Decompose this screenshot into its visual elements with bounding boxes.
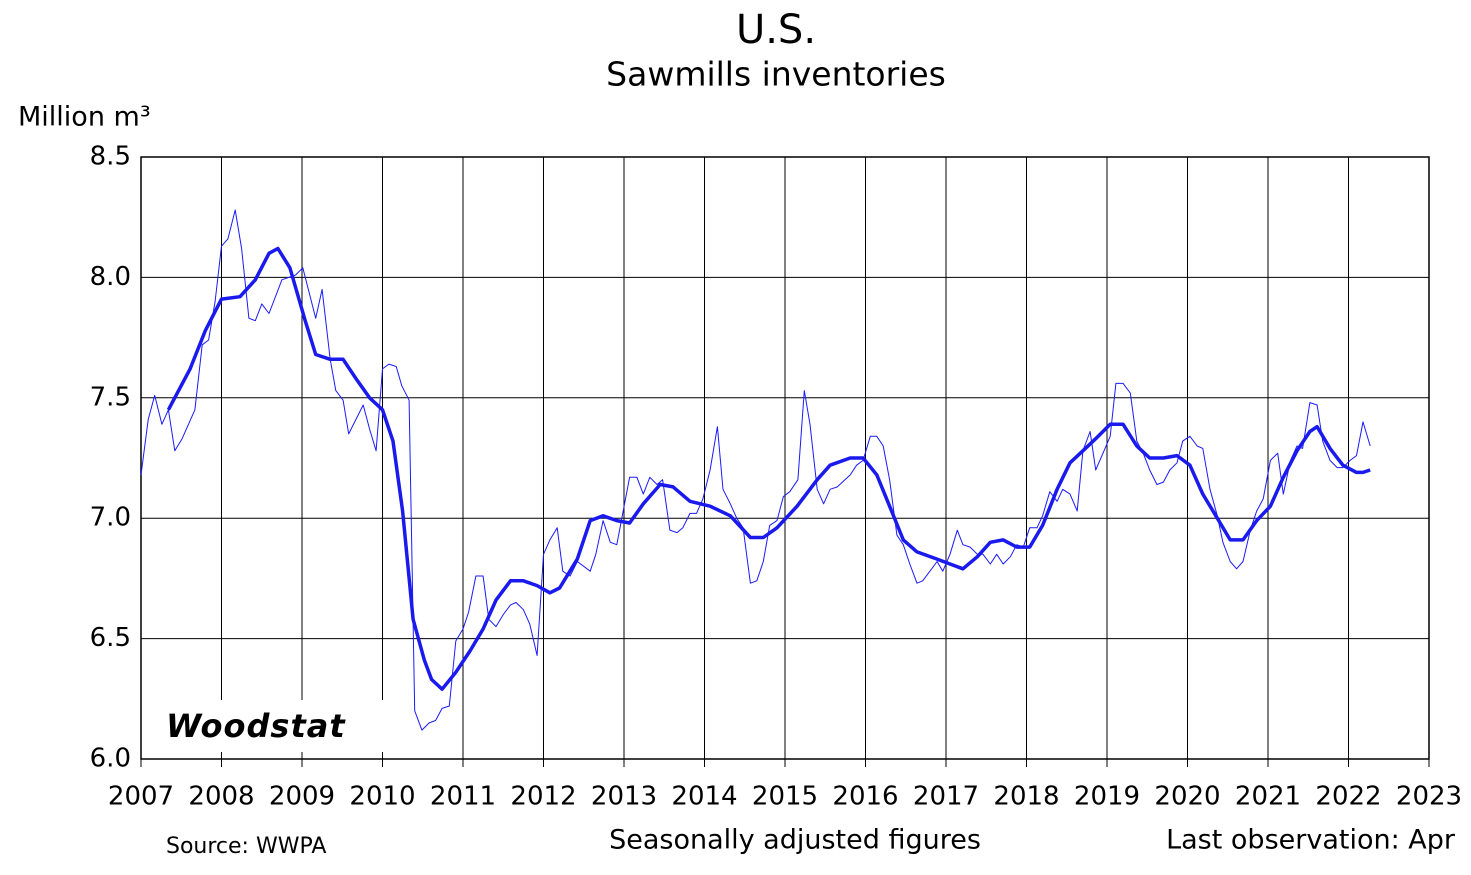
y-tick-label: 7.0 [90,503,131,533]
last-observation: Last observation: Apr [1166,825,1456,856]
x-tick-label: 2018 [993,782,1059,812]
x-tick-label: 2007 [108,782,174,812]
series-line [166,246,1371,691]
x-tick-label: 2023 [1396,782,1462,812]
y-tick-label: 6.0 [90,744,131,774]
x-tick-label: 2015 [752,782,818,812]
watermark-backing [150,700,385,752]
chart-subtitle: Sawmills inventories [606,55,946,94]
x-tick-label: 2017 [913,782,979,812]
x-tick-label: 2011 [430,782,496,812]
y-axis-label: Million m³ [18,102,151,133]
x-tick-label: 2022 [1315,782,1381,812]
x-tick-label: 2009 [269,782,335,812]
x-tick-label: 2013 [591,782,657,812]
y-tick-label: 8.0 [90,262,131,292]
x-tick-label: 2021 [1235,782,1301,812]
x-tick-label: 2014 [671,782,737,812]
x-tick-label: 2008 [188,782,254,812]
x-tick-label: 2016 [832,782,898,812]
x-tick-label: 2019 [1074,782,1140,812]
watermark: Woodstat [166,707,346,745]
series-line [140,209,1371,731]
plot-frame [140,156,1430,760]
x-tick-label: 2010 [349,782,415,812]
x-tick-label: 2020 [1154,782,1220,812]
y-tick-label: 8.5 [90,142,131,172]
source: Source: WWPA [166,834,326,859]
y-tick-label: 6.5 [90,623,131,653]
y-tick-label: 7.5 [90,382,131,412]
note: Seasonally adjusted figures [609,825,981,856]
x-tick-label: 2012 [510,782,576,812]
chart-title: U.S. [736,7,816,53]
